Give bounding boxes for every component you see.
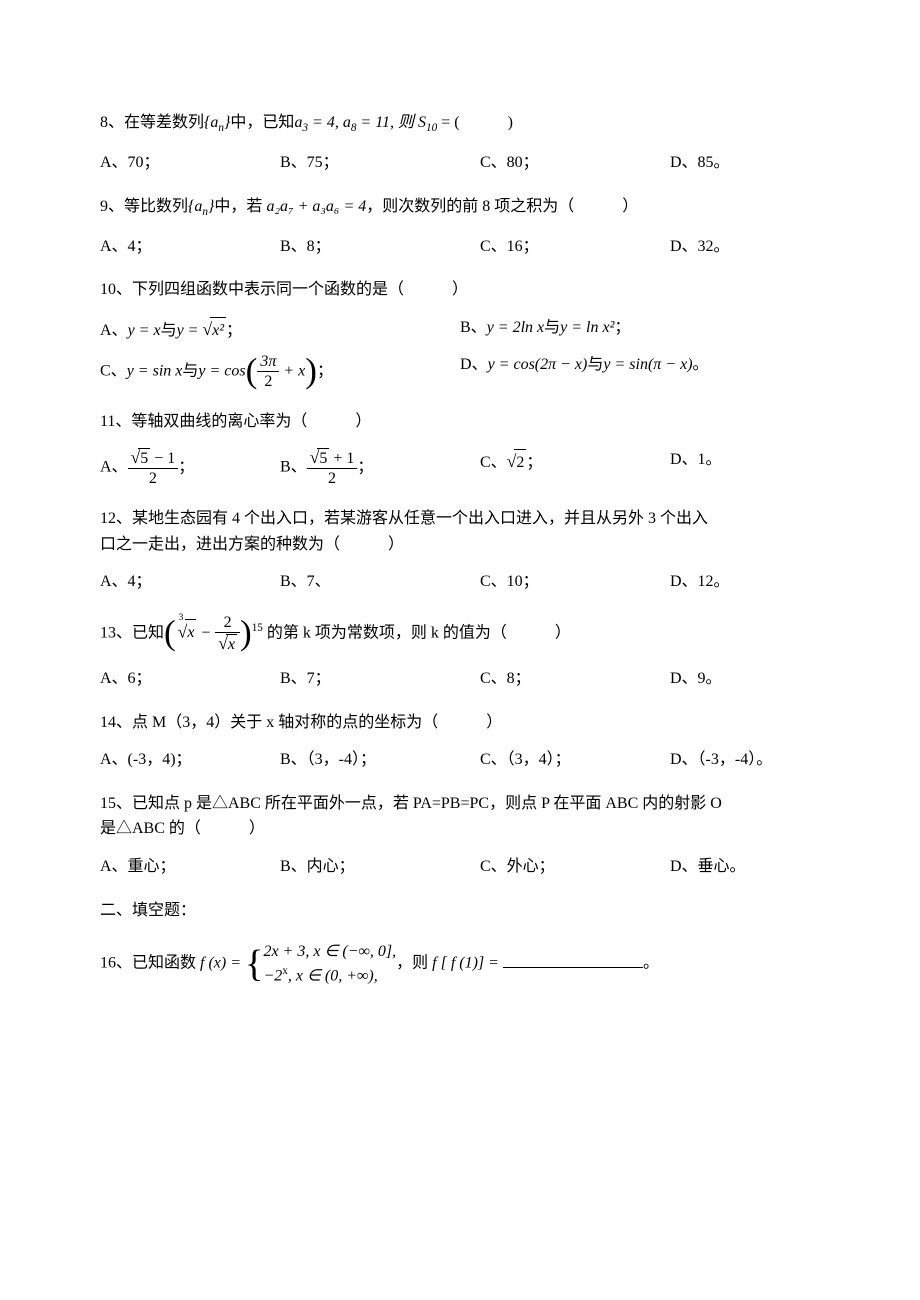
q8-a8: a8 bbox=[343, 114, 357, 131]
q11-opt-b: B、√5 + 12； bbox=[280, 447, 480, 488]
sqrt-icon: √x² bbox=[202, 315, 226, 344]
section-2-header: 二、填空题： bbox=[100, 898, 820, 924]
piecewise: 2x + 3, x ∈ (−∞, 0],−2x, x ∈ (0, +∞), bbox=[263, 941, 396, 987]
q10-opt-a: A、y = x与y = √x²； bbox=[100, 315, 460, 344]
q10-text: 10、下列四组函数中表示同一个函数的是（ ） bbox=[100, 277, 820, 303]
sqrt-icon: √2 bbox=[507, 447, 527, 476]
frac: 2√x bbox=[215, 613, 240, 654]
q8-prefix: 8、在等差数列 bbox=[100, 114, 204, 131]
q12-opt-a: A、4； bbox=[100, 569, 280, 595]
q10-row2: C、y = sin x与y = cos(3π2 + x)； D、y = cos(… bbox=[100, 352, 820, 391]
q12-opt-b: B、7、 bbox=[280, 569, 480, 595]
q8-opt-d: D、85。 bbox=[670, 150, 810, 176]
q8-mid1: 中，已知 bbox=[230, 114, 294, 131]
q8-an: {an} bbox=[204, 114, 230, 131]
question-16: 16、已知函数 f (x) = {2x + 3, x ∈ (−∞, 0],−2x… bbox=[100, 941, 820, 987]
q15-opt-a: A、重心； bbox=[100, 854, 280, 880]
q13-options: A、6； B、7； C、8； D、9。 bbox=[100, 666, 820, 692]
q9-expr: a₂a₇ + a₃a₆ = 4 bbox=[266, 198, 366, 215]
q8-s10: S10 bbox=[418, 114, 437, 131]
question-13: 13、已知(3√x − 2√x)15 的第 k 项为常数项，则 k 的值为（ ）… bbox=[100, 613, 820, 692]
question-12: 12、某地生态园有 4 个出入口，若某游客从任意一个出入口进入，并且从另外 3 … bbox=[100, 506, 820, 595]
q9-opt-c: C、16； bbox=[480, 234, 670, 260]
q8-opt-c: C、80； bbox=[480, 150, 670, 176]
q14-opt-d: D、（-3，-4）。 bbox=[670, 747, 810, 773]
q12-options: A、4； B、7、 C、10； D、12。 bbox=[100, 569, 820, 595]
frac: √5 + 12 bbox=[307, 447, 358, 488]
blank-line bbox=[503, 967, 643, 968]
lparen-icon: ( bbox=[246, 357, 258, 385]
q8-opt-a: A、70； bbox=[100, 150, 280, 176]
q13-opt-d: D、9。 bbox=[670, 666, 810, 692]
q10-row1: A、y = x与y = √x²； B、y = 2ln x与y = ln x²； bbox=[100, 315, 820, 344]
brace-icon: { bbox=[245, 947, 263, 982]
q14-opt-a: A、(-3，4)； bbox=[100, 747, 280, 773]
rparen-icon: ) bbox=[305, 357, 317, 385]
q10-opt-d: D、y = cos(2π − x)与y = sin(π − x)。 bbox=[460, 352, 810, 391]
question-9: 9、等比数列{an}中，若 a₂a₇ + a₃a₆ = 4，则次数列的前 8 项… bbox=[100, 194, 820, 260]
q8-text: 8、在等差数列{an}中，已知a3 = 4, a8 = 11, 则 S10 = … bbox=[100, 110, 820, 138]
q14-text: 14、点 M（3，4）关于 x 轴对称的点的坐标为（ ） bbox=[100, 710, 820, 736]
q10-opt-c: C、y = sin x与y = cos(3π2 + x)； bbox=[100, 352, 460, 391]
q13-opt-a: A、6； bbox=[100, 666, 280, 692]
q11-opt-c: C、√2； bbox=[480, 447, 670, 488]
question-14: 14、点 M（3，4）关于 x 轴对称的点的坐标为（ ） A、(-3，4)； B… bbox=[100, 710, 820, 773]
q11-text: 11、等轴双曲线的离心率为（ ） bbox=[100, 409, 820, 435]
lparen-icon: ( bbox=[164, 619, 176, 647]
q14-options: A、(-3，4)； B、（3，-4）； C、（3，4）； D、（-3，-4）。 bbox=[100, 747, 820, 773]
question-15: 15、已知点 p 是△ABC 所在平面外一点，若 PA=PB=PC，则点 P 在… bbox=[100, 791, 820, 880]
q14-opt-b: B、（3，-4）； bbox=[280, 747, 480, 773]
q14-opt-c: C、（3，4）； bbox=[480, 747, 670, 773]
question-10: 10、下列四组函数中表示同一个函数的是（ ） A、y = x与y = √x²； … bbox=[100, 277, 820, 391]
frac: √5 − 12 bbox=[128, 447, 179, 488]
q15-opt-d: D、垂心。 bbox=[670, 854, 810, 880]
q9-opt-a: A、4； bbox=[100, 234, 280, 260]
q15-opt-b: B、内心； bbox=[280, 854, 480, 880]
q8-a3: a3 bbox=[294, 114, 308, 131]
question-11: 11、等轴双曲线的离心率为（ ） A、√5 − 12； B、√5 + 12； C… bbox=[100, 409, 820, 488]
q8-options: A、70； B、75； C、80； D、85。 bbox=[100, 150, 820, 176]
q9-opt-b: B、8； bbox=[280, 234, 480, 260]
rparen-icon: ) bbox=[240, 619, 252, 647]
q13-opt-b: B、7； bbox=[280, 666, 480, 692]
q10-opt-b: B、y = 2ln x与y = ln x²； bbox=[460, 315, 810, 344]
q13-opt-c: C、8； bbox=[480, 666, 670, 692]
q16-text: 16、已知函数 f (x) = {2x + 3, x ∈ (−∞, 0],−2x… bbox=[100, 941, 820, 987]
q12-text: 12、某地生态园有 4 个出入口，若某游客从任意一个出入口进入，并且从另外 3 … bbox=[100, 506, 820, 557]
q15-text: 15、已知点 p 是△ABC 所在平面外一点，若 PA=PB=PC，则点 P 在… bbox=[100, 791, 820, 842]
question-8: 8、在等差数列{an}中，已知a3 = 4, a8 = 11, 则 S10 = … bbox=[100, 110, 820, 176]
frac: 3π2 bbox=[257, 352, 279, 391]
q15-opt-c: C、外心； bbox=[480, 854, 670, 880]
q9-text: 9、等比数列{an}中，若 a₂a₇ + a₃a₆ = 4，则次数列的前 8 项… bbox=[100, 194, 820, 222]
q9-options: A、4； B、8； C、16； D、32。 bbox=[100, 234, 820, 260]
q9-an: {an} bbox=[188, 198, 214, 215]
q9-opt-d: D、32。 bbox=[670, 234, 810, 260]
q13-text: 13、已知(3√x − 2√x)15 的第 k 项为常数项，则 k 的值为（ ） bbox=[100, 613, 820, 654]
q11-options: A、√5 − 12； B、√5 + 12； C、√2； D、1。 bbox=[100, 447, 820, 488]
q11-opt-d: D、1。 bbox=[670, 447, 810, 488]
q11-opt-a: A、√5 − 12； bbox=[100, 447, 280, 488]
q15-options: A、重心； B、内心； C、外心； D、垂心。 bbox=[100, 854, 820, 880]
q12-opt-d: D、12。 bbox=[670, 569, 810, 595]
q12-opt-c: C、10； bbox=[480, 569, 670, 595]
q8-opt-b: B、75； bbox=[280, 150, 480, 176]
